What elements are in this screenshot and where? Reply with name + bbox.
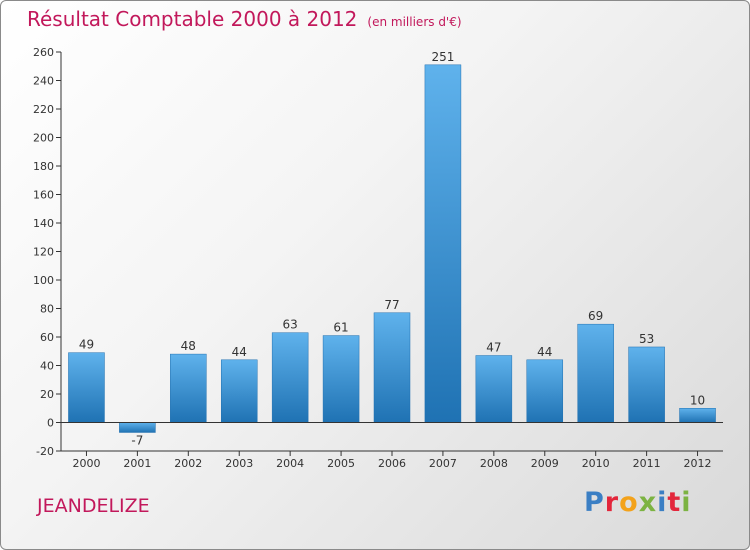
x-tick-label-2000: 2000 [72, 457, 100, 470]
y-tick-label: -20 [36, 445, 54, 458]
y-tick-label: 160 [33, 189, 54, 202]
value-label-2009: 44 [537, 345, 552, 359]
y-tick-label: 180 [33, 160, 54, 173]
bar-2001 [119, 422, 156, 433]
value-label-2004: 63 [283, 318, 298, 332]
x-tick-label-2003: 2003 [225, 457, 253, 470]
x-tick-label-2006: 2006 [378, 457, 406, 470]
value-label-2006: 77 [384, 298, 399, 312]
commune-name: JEANDELIZE [37, 495, 150, 517]
logo-letter: t [667, 487, 682, 518]
bar-2011 [628, 346, 665, 423]
bar-2004 [271, 332, 309, 423]
y-tick-label: 120 [33, 246, 54, 259]
chart-title-text: Résultat Comptable 2000 à 2012 [27, 7, 358, 31]
logo-letter: o [619, 487, 639, 518]
bar-2000 [68, 352, 105, 423]
value-label-2001: -7 [131, 433, 143, 447]
bar-2007 [424, 64, 462, 423]
x-tick-label-2008: 2008 [480, 457, 508, 470]
x-tick-label-2011: 2011 [633, 457, 661, 470]
value-label-2012: 10 [690, 393, 705, 407]
logo-letter: i [681, 487, 692, 518]
value-label-2007: 251 [431, 50, 454, 64]
bar-2006 [373, 312, 411, 423]
y-tick-label: 20 [40, 388, 54, 401]
y-tick-label: 200 [33, 132, 54, 145]
axes-group: -20 0 20 40 60 80 100 120 140 160 180 200 220 240 260 2… [33, 46, 723, 470]
bar-2005 [322, 335, 360, 423]
proxiti-logo: Proxiti [584, 487, 692, 518]
y-tick-label: 220 [33, 103, 54, 116]
x-tick-label-2012: 2012 [684, 457, 712, 470]
value-label-2003: 44 [232, 345, 247, 359]
y-tick-label: 260 [33, 46, 54, 59]
x-tick-label-2004: 2004 [276, 457, 304, 470]
value-label-2000: 49 [79, 338, 94, 352]
logo-letter: P [584, 487, 605, 518]
value-label-2008: 47 [486, 341, 501, 355]
x-tick-label-2007: 2007 [429, 457, 457, 470]
bar-2010 [577, 323, 614, 423]
y-tick-label: 60 [40, 331, 54, 344]
y-tick-label: 240 [33, 75, 54, 88]
y-tick-label: 100 [33, 274, 54, 287]
y-tick-label: 80 [40, 303, 54, 316]
logo-letter: x [638, 487, 658, 518]
y-tick-label: 0 [47, 417, 54, 430]
value-label-2010: 69 [588, 309, 603, 323]
bar-2008 [475, 355, 513, 423]
x-tick-label-2005: 2005 [327, 457, 355, 470]
chart-title: Résultat Comptable 2000 à 2012 (en millie… [27, 7, 462, 31]
y-tick-label: 40 [40, 360, 54, 373]
x-tick-label-2009: 2009 [531, 457, 559, 470]
value-label-2005: 61 [333, 321, 348, 335]
value-label-2011: 53 [639, 332, 654, 346]
bars-group: 49 -7 48 44 63 61 77 251 47 44 69 53 10 [68, 50, 716, 447]
x-tick-label-2002: 2002 [174, 457, 202, 470]
bar-2012 [679, 408, 716, 423]
x-tick-label-2001: 2001 [123, 457, 151, 470]
bar-2002 [170, 353, 207, 423]
bar-2003 [220, 359, 258, 423]
logo-letter: i [657, 487, 668, 518]
bar-2009 [526, 359, 564, 423]
y-tick-label: 140 [33, 217, 54, 230]
logo-letter: r [604, 487, 620, 518]
x-tick-label-2010: 2010 [582, 457, 610, 470]
value-label-2002: 48 [181, 339, 196, 353]
chart-subtitle: (en milliers d'€) [367, 15, 462, 29]
